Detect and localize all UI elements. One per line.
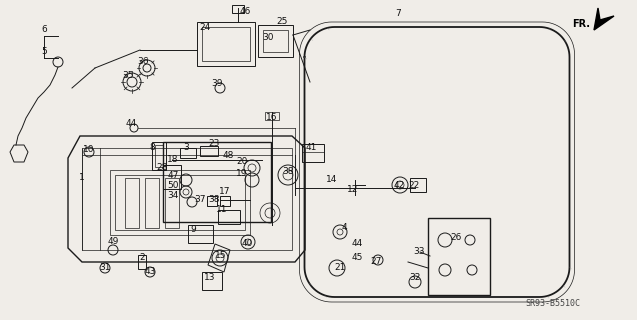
Bar xyxy=(188,225,213,243)
Bar xyxy=(115,175,245,230)
Text: 27: 27 xyxy=(370,258,382,267)
Text: 8: 8 xyxy=(149,143,155,153)
Text: 43: 43 xyxy=(145,268,155,276)
Text: 18: 18 xyxy=(168,156,179,164)
Text: 39: 39 xyxy=(211,79,223,89)
Bar xyxy=(302,144,324,162)
Text: 48: 48 xyxy=(222,150,234,159)
Text: 49: 49 xyxy=(107,237,118,246)
Text: 50: 50 xyxy=(168,181,179,190)
Text: FR.: FR. xyxy=(572,19,590,29)
Bar xyxy=(200,146,218,156)
Text: SR93-B5510C: SR93-B5510C xyxy=(525,299,580,308)
Text: 28: 28 xyxy=(156,164,168,172)
Text: 33: 33 xyxy=(413,247,425,257)
Bar xyxy=(202,27,250,61)
Text: 42: 42 xyxy=(394,180,404,189)
Bar xyxy=(180,148,196,158)
Bar xyxy=(163,165,181,189)
Text: 35: 35 xyxy=(122,71,134,81)
Bar xyxy=(263,30,288,52)
Bar xyxy=(220,196,230,206)
Text: 13: 13 xyxy=(204,274,216,283)
Text: 22: 22 xyxy=(408,180,420,189)
Text: 36: 36 xyxy=(137,58,149,67)
Bar xyxy=(207,196,217,206)
Bar xyxy=(258,25,293,57)
Bar xyxy=(145,178,159,228)
Text: 21: 21 xyxy=(334,263,346,273)
Text: 14: 14 xyxy=(326,175,338,185)
Text: 45: 45 xyxy=(352,252,362,261)
Bar xyxy=(232,5,244,13)
Text: 32: 32 xyxy=(410,274,420,283)
Bar xyxy=(125,178,139,228)
Text: 9: 9 xyxy=(190,226,196,235)
Text: 20: 20 xyxy=(236,157,248,166)
Text: 1: 1 xyxy=(79,173,85,182)
Text: 41: 41 xyxy=(305,143,317,153)
Text: 38: 38 xyxy=(282,167,294,177)
Text: 19: 19 xyxy=(236,170,248,179)
Text: 25: 25 xyxy=(276,18,288,27)
Bar xyxy=(197,22,255,66)
Bar xyxy=(202,272,222,290)
Text: 15: 15 xyxy=(215,251,227,260)
Text: 16: 16 xyxy=(266,114,278,123)
Text: 38: 38 xyxy=(208,196,220,204)
Text: 10: 10 xyxy=(83,146,95,155)
Text: 44: 44 xyxy=(125,119,136,129)
Polygon shape xyxy=(594,8,614,30)
Text: 4: 4 xyxy=(341,223,347,233)
Text: 47: 47 xyxy=(168,172,179,180)
Bar xyxy=(218,210,240,224)
Text: 30: 30 xyxy=(262,34,274,43)
Text: 5: 5 xyxy=(41,47,47,57)
Bar xyxy=(152,142,166,170)
Bar xyxy=(163,142,271,222)
Text: 40: 40 xyxy=(241,239,253,249)
Text: 31: 31 xyxy=(99,263,111,273)
Bar xyxy=(155,145,163,167)
Text: 3: 3 xyxy=(183,143,189,153)
Text: 2: 2 xyxy=(140,253,145,262)
Bar xyxy=(265,112,279,120)
Bar xyxy=(165,178,179,228)
Text: 11: 11 xyxy=(216,205,228,214)
Text: 6: 6 xyxy=(41,26,47,35)
Text: 24: 24 xyxy=(199,23,211,33)
Text: 23: 23 xyxy=(208,139,220,148)
Bar xyxy=(138,255,146,269)
Text: 26: 26 xyxy=(450,234,462,243)
Text: 34: 34 xyxy=(168,190,179,199)
Text: 12: 12 xyxy=(347,186,359,195)
Bar xyxy=(410,178,426,192)
Text: 37: 37 xyxy=(194,196,206,204)
Text: 46: 46 xyxy=(240,7,251,17)
Text: 44: 44 xyxy=(352,239,362,249)
Text: 7: 7 xyxy=(395,10,401,19)
Text: 17: 17 xyxy=(219,188,231,196)
Bar xyxy=(110,170,250,235)
